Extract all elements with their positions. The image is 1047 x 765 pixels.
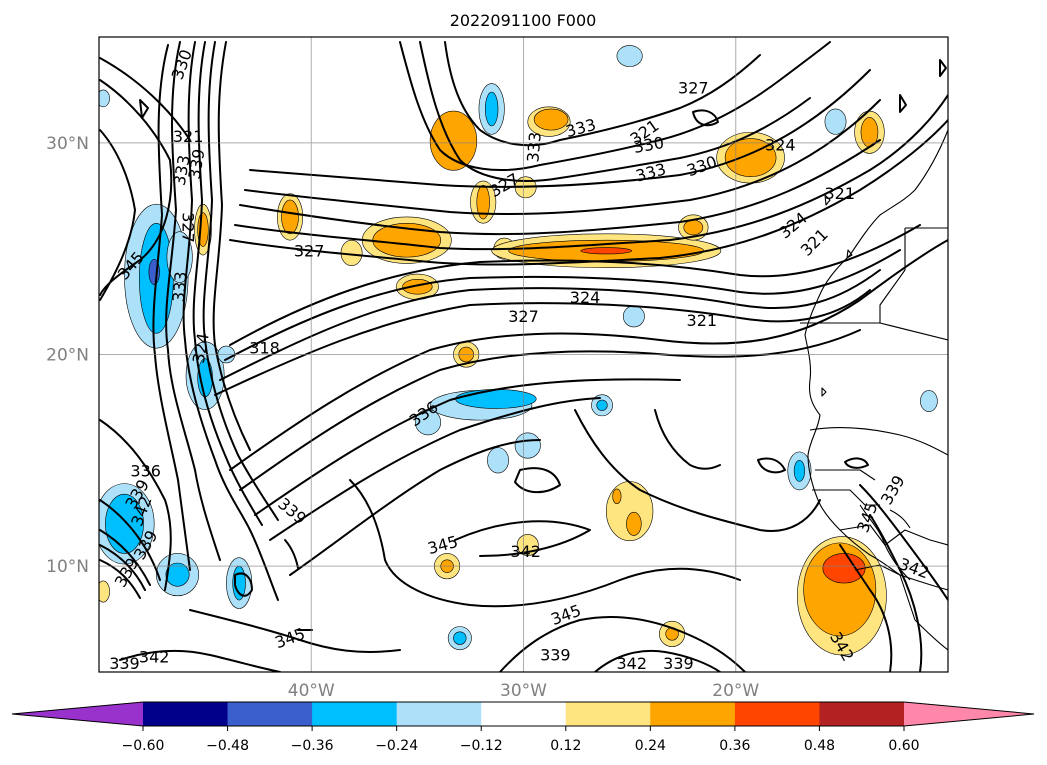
contour-label: 318 xyxy=(249,339,280,358)
shaded-anomaly-region xyxy=(596,399,608,411)
latitude-tick-label: 20°N xyxy=(46,346,89,366)
shaded-anomaly-region xyxy=(822,553,866,584)
shaded-anomaly-region xyxy=(622,305,645,328)
colorbar-tick-label: 0.12 xyxy=(550,738,581,754)
contour-label: 339 xyxy=(540,646,571,665)
shaded-anomaly-region xyxy=(487,447,509,474)
shaded-anomaly-region xyxy=(920,390,938,412)
shaded-anomaly-region xyxy=(99,89,110,108)
colorbar-segment xyxy=(565,702,651,726)
contour-label: 324 xyxy=(765,135,796,154)
contour-label: 324 xyxy=(570,288,601,307)
contour-label: 339 xyxy=(109,654,140,673)
contour-label: 333 xyxy=(169,271,191,303)
contour-label: 327 xyxy=(508,307,539,326)
longitude-tick-label: 30°W xyxy=(500,681,547,701)
colorbar-tick-label: −0.60 xyxy=(122,738,165,754)
contour-label: 321 xyxy=(824,184,855,203)
colorbar-segment xyxy=(143,702,229,726)
shaded-anomaly-region xyxy=(453,631,467,645)
map-frame xyxy=(98,36,949,673)
shaded-anomaly-region xyxy=(616,45,643,67)
colorbar-tick-label: 0.48 xyxy=(804,738,835,754)
shaded-anomaly-region xyxy=(626,511,642,536)
colorbar-segment xyxy=(312,702,398,726)
shaded-anomaly-region xyxy=(165,562,190,587)
shaded-anomaly-region xyxy=(793,460,806,482)
colorbar-tick-label: −0.48 xyxy=(206,738,249,754)
colorbar-segment xyxy=(396,702,482,726)
longitude-tick-label: 20°W xyxy=(712,681,759,701)
contour-label: 342 xyxy=(510,542,541,561)
coastline-borders xyxy=(800,129,948,651)
figure-title: 2022091100 F000 xyxy=(450,11,597,30)
colorbar-tick-label: 0.24 xyxy=(635,738,666,754)
colorbar-tick-label: −0.36 xyxy=(291,738,334,754)
shaded-anomaly-region xyxy=(824,108,847,135)
contour-label: 321 xyxy=(687,311,718,330)
latitude-tick-label: 30°N xyxy=(46,134,89,154)
colorbar-tick-label: −0.12 xyxy=(460,738,503,754)
shaded-anomaly-region xyxy=(455,389,537,409)
shaded-anomaly-region xyxy=(429,110,478,171)
shaded-anomaly-region xyxy=(533,108,569,131)
contour-label: 327 xyxy=(179,212,198,243)
colorbar-segment xyxy=(481,702,567,726)
shaded-anomaly-region xyxy=(281,199,299,235)
shaded-anomaly-region xyxy=(99,580,110,603)
colorbar-tick-label: −0.24 xyxy=(375,738,418,754)
latitude-tick-label: 10°N xyxy=(46,557,89,577)
colorbar-segment xyxy=(819,702,905,726)
colorbar: −0.60 −0.48 −0.36 −0.24 −0.12 0.12 0.24 0.36 0.4… xyxy=(11,701,1035,754)
contour-label: 336 xyxy=(130,461,161,480)
contour-label: 321 xyxy=(173,127,204,146)
colorbar-under-arrow xyxy=(12,702,143,726)
contour-label: 342 xyxy=(139,648,170,667)
contour-label: 333 xyxy=(523,131,545,163)
axis-tick-labels: 30°N 20°N 10°N 40°W 30°W 20°W xyxy=(46,134,759,701)
contour-lines xyxy=(99,41,948,672)
contour-label: 339 xyxy=(663,654,694,673)
colorbar-segment xyxy=(734,702,820,726)
shaded-anomaly-region xyxy=(683,219,704,236)
colorbar-over-arrow xyxy=(904,702,1034,726)
colorbar-tick-label: 0.60 xyxy=(888,738,919,754)
shaded-anomaly-region xyxy=(580,247,633,255)
shaded-anomaly-region xyxy=(105,493,144,554)
gridlines xyxy=(99,37,948,672)
shaded-anomaly-region xyxy=(514,432,541,459)
contour-label: 327 xyxy=(678,78,709,97)
colorbar-segment xyxy=(650,702,736,726)
shaded-anomaly-region xyxy=(484,91,499,127)
longitude-tick-label: 40°W xyxy=(288,681,335,701)
colorbar-segment xyxy=(227,702,313,726)
colorbar-tick-label: 0.36 xyxy=(719,738,750,754)
contour-label: 342 xyxy=(616,654,647,673)
shaded-anomaly-region xyxy=(476,184,490,220)
shaded-anomaly-region xyxy=(612,488,622,505)
contour-label: 327 xyxy=(294,241,325,260)
